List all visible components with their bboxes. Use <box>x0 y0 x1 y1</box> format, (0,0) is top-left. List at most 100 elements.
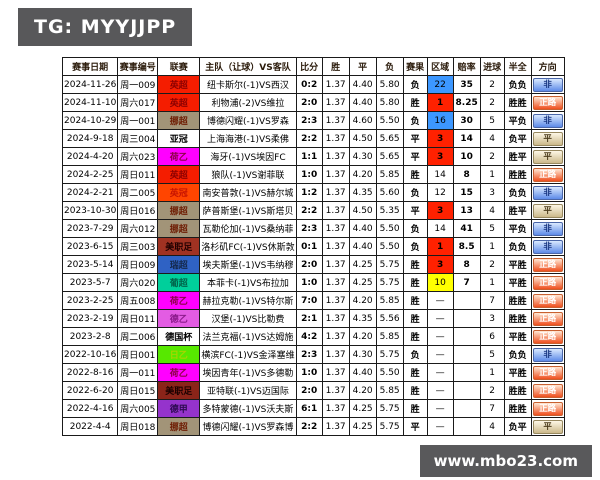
odds-draw: 4.35 <box>348 309 377 328</box>
direction-pill: 非 <box>532 185 563 200</box>
odds-lose: 5.85 <box>375 327 404 346</box>
table-row: 2023-7-29 周六012 挪超 瓦勒伦加(-1)VS桑纳菲 2:3 1.37 4.40… <box>61 219 565 238</box>
region: — <box>426 399 454 418</box>
score: 0:1 <box>295 237 323 256</box>
result: 负 <box>402 219 428 238</box>
table-row: 2022-4-16 周六005 德甲 多特蒙德(-1)VS沃夫斯 6:1 1.37 4.25… <box>61 399 565 418</box>
teams: 海牙(-1)VS埃因FC <box>199 147 297 166</box>
match-results-table: 赛事日期 赛事编号 联赛 主队（让球）VS客队 比分胜平负赛果 区域 赔率 进球 半全 方向 20… <box>61 57 565 436</box>
league-badge: 英超 <box>157 93 201 112</box>
match-code: 周日016 <box>117 201 159 220</box>
region: — <box>426 417 454 436</box>
payout <box>452 327 481 346</box>
direction-cell: 平 <box>530 417 565 436</box>
league-badge: 英冠 <box>157 183 201 202</box>
teams: 狼队(-1)VS谢菲联 <box>199 165 297 184</box>
half-full: 平负 <box>503 111 532 130</box>
payout: 8.25 <box>452 93 481 112</box>
match-date: 2023-5-7 <box>61 273 119 292</box>
column-header: 胜 <box>321 57 350 76</box>
half-full: 负负 <box>503 75 532 94</box>
half-full: 平胜 <box>503 255 532 274</box>
result: 负 <box>402 345 428 364</box>
match-date: 2023-5-14 <box>61 255 119 274</box>
match-date: 2024-2-21 <box>61 183 119 202</box>
score: 2:3 <box>295 111 323 130</box>
payout: 7 <box>452 273 481 292</box>
odds-lose: 5.75 <box>375 273 404 292</box>
score: 2:3 <box>295 345 323 364</box>
odds-win: 1.37 <box>321 291 350 310</box>
direction-cell: 正路 <box>530 255 565 274</box>
match-date: 2023-7-29 <box>61 219 119 238</box>
column-header: 比分 <box>295 57 323 76</box>
match-code: 周日011 <box>117 309 159 328</box>
column-header: 联赛 <box>157 57 201 76</box>
direction-cell: 平 <box>530 201 565 220</box>
site-watermark: www.mbo23.com <box>419 445 592 477</box>
direction-pill: 平 <box>532 419 563 434</box>
odds-lose: 5.80 <box>375 75 404 94</box>
region: 3 <box>426 147 454 166</box>
teams: 法兰克福(-1)VS达姆施 <box>199 327 297 346</box>
payout: 15 <box>452 183 481 202</box>
match-table-body: 2024-11-26 周一009 英超 纽卡斯尔(-1)VS西汉 0:2 1.37 4.40… <box>61 75 565 436</box>
column-header: 赛事日期 <box>61 57 119 76</box>
odds-draw: 4.40 <box>348 237 377 256</box>
score: 1:1 <box>295 147 323 166</box>
odds-lose: 5.56 <box>375 309 404 328</box>
direction-cell: 平 <box>530 147 565 166</box>
payout <box>452 291 481 310</box>
score: 2:3 <box>295 219 323 238</box>
match-date: 2024-2-25 <box>61 165 119 184</box>
odds-lose: 5.35 <box>375 201 404 220</box>
match-date: 2024-11-26 <box>61 75 119 94</box>
league-badge: 英超 <box>157 75 201 94</box>
goals: 7 <box>479 399 505 418</box>
teams: 利物浦(-2)VS维拉 <box>199 93 297 112</box>
table-row: 2023-2-25 周五008 荷乙 赫拉克勒(-1)VS特尔斯 7:0 1.37 4.20… <box>61 291 565 310</box>
payout: 41 <box>452 219 481 238</box>
league-badge: 英超 <box>157 165 201 184</box>
direction-pill: 正路 <box>532 383 563 398</box>
region: — <box>426 309 454 328</box>
column-header: 主队（让球）VS客队 <box>199 57 297 76</box>
direction-cell: 正路 <box>530 381 565 400</box>
score: 1:0 <box>295 165 323 184</box>
half-full: 胜胜 <box>503 93 532 112</box>
payout: 8 <box>452 165 481 184</box>
column-header: 赔率 <box>452 57 481 76</box>
odds-draw: 4.25 <box>348 399 377 418</box>
odds-win: 1.37 <box>321 381 350 400</box>
region: 10 <box>426 273 454 292</box>
direction-cell: 非 <box>530 111 565 130</box>
goals: 2 <box>479 147 505 166</box>
tg-watermark: TG: MYYJJPP <box>18 8 193 46</box>
payout: 35 <box>452 75 481 94</box>
odds-win: 1.37 <box>321 75 350 94</box>
score: 2:0 <box>295 255 323 274</box>
match-code: 周六023 <box>117 147 159 166</box>
match-code: 周一001 <box>117 111 159 130</box>
direction-pill: 非 <box>532 113 563 128</box>
match-date: 2022-4-16 <box>61 399 119 418</box>
result: 胜 <box>402 165 428 184</box>
result: 负 <box>402 237 428 256</box>
teams: 上海海港(-1)VS柔佛 <box>199 129 297 148</box>
teams: 横滨FC(-1)VS金泽塞维 <box>199 345 297 364</box>
direction-cell: 正路 <box>530 93 565 112</box>
payout <box>452 399 481 418</box>
half-full: 平负 <box>503 219 532 238</box>
column-header: 方向 <box>530 57 565 76</box>
goals: 1 <box>479 363 505 382</box>
region: — <box>426 345 454 364</box>
odds-lose: 5.65 <box>375 147 404 166</box>
teams: 洛杉矶FC(-1)VS休斯敦 <box>199 237 297 256</box>
match-code: 周三004 <box>117 129 159 148</box>
goals: 2 <box>479 75 505 94</box>
match-date: 2023-10-30 <box>61 201 119 220</box>
region: 12 <box>426 183 454 202</box>
direction-pill: 正路 <box>532 293 563 308</box>
match-code: 周日001 <box>117 345 159 364</box>
match-date: 2022-10-16 <box>61 345 119 364</box>
